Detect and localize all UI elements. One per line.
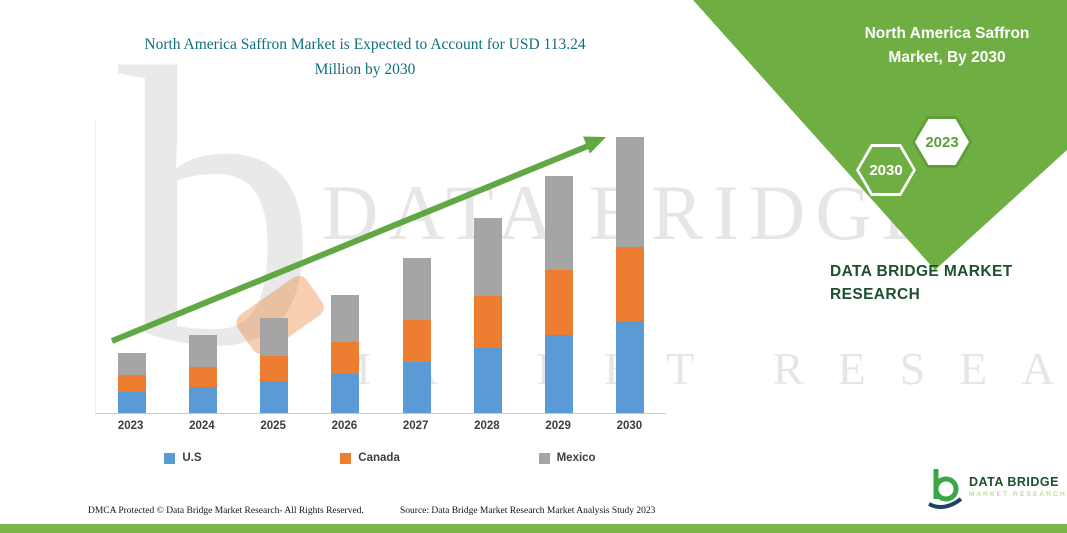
bar-segment-canada: [473, 295, 502, 349]
chart-title: North America Saffron Market is Expected…: [144, 36, 586, 78]
bar-segment-u.s: [402, 361, 431, 413]
bar-segment-canada: [260, 355, 289, 382]
bar-2030: [616, 136, 645, 413]
bar-segment-mexico: [473, 217, 502, 296]
legend-swatch-icon: [340, 452, 352, 464]
x-axis-label-2024: 2024: [189, 420, 215, 432]
x-axis-label-2026: 2026: [331, 420, 358, 432]
bar-2025: [260, 317, 289, 413]
hexagon-badge-2023-label: 2023: [925, 133, 959, 151]
bar-2027: [402, 257, 431, 413]
logo-title: DATA BRIDGE: [969, 475, 1059, 489]
x-axis-label-2028: 2028: [474, 420, 500, 432]
logo-text: DATA BRIDGE MARKET RESEARCH: [969, 466, 1067, 498]
dmca-copyright-text: DMCA Protected © Data Bridge Market Rese…: [88, 506, 364, 516]
legend-item-u.s: U.S: [164, 452, 202, 464]
legend-item-canada: Canada: [340, 452, 400, 464]
legend-swatch-icon: [538, 452, 550, 464]
bar-segment-u.s: [188, 387, 217, 413]
x-axis-label-2027: 2027: [402, 420, 429, 432]
bar-segment-mexico: [545, 176, 574, 271]
x-axis-label-2029: 2029: [545, 420, 571, 432]
legend-item-mexico: Mexico: [538, 452, 596, 464]
company-logo: DATA BRIDGE MARKET RESEARCH: [924, 466, 1067, 510]
bar-segment-u.s: [616, 321, 645, 413]
legend-label: U.S: [182, 452, 202, 464]
bar-segment-u.s: [117, 392, 146, 413]
bar-segment-mexico: [260, 317, 289, 356]
side-panel-title: North America Saffron Market, By 2030: [864, 25, 1030, 67]
x-axis-labels: 2023 2024 2025 2026 2027 2028 2029 2030: [95, 420, 665, 432]
bar-segment-canada: [188, 366, 217, 388]
bar-segment-canada: [117, 375, 146, 393]
legend-swatch-icon: [164, 452, 176, 464]
hexagon-badge-2030-label: 2030: [869, 161, 903, 179]
bar-2028: [473, 217, 502, 413]
bottom-green-bar: [0, 524, 1067, 533]
bar-segment-mexico: [117, 353, 146, 376]
bar-2029: [545, 176, 574, 413]
logo-subtitle: MARKET RESEARCH: [969, 491, 1067, 498]
bar-segment-canada: [545, 270, 574, 335]
hexagon-badge-2030-fill: [859, 147, 913, 193]
bar-segment-canada: [616, 246, 645, 322]
bar-segment-mexico: [402, 257, 431, 321]
bar-segment-u.s: [545, 334, 574, 413]
source-text: Source: Data Bridge Market Research Mark…: [400, 506, 656, 516]
bar-segment-canada: [331, 342, 360, 374]
bar-2023: [117, 353, 146, 413]
bar-2026: [331, 294, 360, 413]
bar-segment-u.s: [260, 381, 289, 413]
brand-name-text: DATA BRIDGE MARKET RESEARCH: [830, 263, 1013, 304]
hexagon-badge-2030: 2030: [856, 144, 916, 196]
legend-label: Mexico: [556, 452, 596, 464]
bar-2024: [188, 334, 217, 413]
watermark-tagline-text: MARKET RESEARCH: [330, 343, 1067, 394]
bar-segment-u.s: [473, 348, 502, 413]
x-axis-label-2025: 2025: [260, 420, 286, 432]
chart-legend: U.S Canada Mexico: [95, 452, 665, 464]
legend-label: Canada: [358, 452, 400, 464]
x-axis-label-2023: 2023: [117, 420, 144, 432]
stacked-bar-plot: [95, 120, 666, 414]
bar-segment-mexico: [331, 294, 360, 343]
bar-segment-mexico: [616, 136, 645, 247]
x-axis-label-2030: 2030: [616, 420, 643, 432]
bar-segment-canada: [402, 320, 431, 362]
bar-segment-mexico: [188, 334, 217, 367]
logo-b-icon: [928, 469, 963, 510]
bar-segment-u.s: [331, 373, 360, 413]
